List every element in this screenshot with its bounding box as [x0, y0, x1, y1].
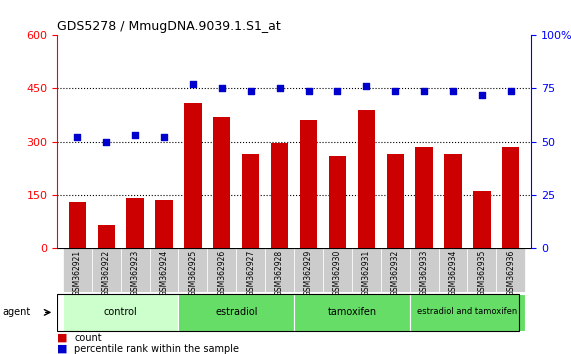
Text: GSM362926: GSM362926 — [218, 250, 226, 296]
Point — [333, 88, 342, 93]
Text: GSM362929: GSM362929 — [304, 250, 313, 296]
Bar — [63, 294, 179, 331]
Text: percentile rank within the sample: percentile rank within the sample — [74, 344, 239, 354]
Bar — [409, 248, 439, 292]
Text: GSM362930: GSM362930 — [333, 250, 342, 296]
Text: GSM362931: GSM362931 — [362, 250, 371, 296]
Bar — [329, 156, 346, 248]
Text: tamoxifen: tamoxifen — [327, 307, 376, 316]
Point — [131, 132, 140, 138]
Point — [159, 135, 168, 140]
Bar — [294, 294, 409, 331]
Bar — [416, 147, 433, 248]
Text: GSM362927: GSM362927 — [246, 250, 255, 296]
Text: GDS5278 / MmugDNA.9039.1.S1_at: GDS5278 / MmugDNA.9039.1.S1_at — [57, 20, 281, 33]
Text: GSM362922: GSM362922 — [102, 250, 111, 296]
Text: control: control — [104, 307, 138, 316]
Bar — [236, 248, 265, 292]
Point — [448, 88, 457, 93]
Text: estradiol and tamoxifen: estradiol and tamoxifen — [417, 307, 517, 316]
Point — [73, 135, 82, 140]
Bar — [323, 248, 352, 292]
Point — [391, 88, 400, 93]
Bar — [242, 154, 259, 248]
Bar — [409, 294, 525, 331]
Bar — [387, 154, 404, 248]
Bar — [155, 200, 172, 248]
Text: estradiol: estradiol — [215, 307, 258, 316]
Text: agent: agent — [3, 307, 31, 318]
Bar — [120, 248, 150, 292]
Text: ■: ■ — [57, 333, 67, 343]
Text: GSM362934: GSM362934 — [448, 250, 457, 296]
Point — [246, 88, 255, 93]
Point — [420, 88, 429, 93]
Text: GSM362932: GSM362932 — [391, 250, 400, 296]
Point — [477, 92, 486, 98]
Bar — [69, 202, 86, 248]
Bar — [444, 154, 462, 248]
Text: count: count — [74, 333, 102, 343]
Text: GSM362928: GSM362928 — [275, 250, 284, 296]
Point — [506, 88, 516, 93]
Point — [188, 81, 198, 87]
Point — [102, 139, 111, 144]
Text: GSM362924: GSM362924 — [159, 250, 168, 296]
Bar — [473, 191, 490, 248]
Text: GSM362921: GSM362921 — [73, 250, 82, 296]
Text: ■: ■ — [57, 344, 67, 354]
Bar — [126, 198, 144, 248]
Text: GSM362936: GSM362936 — [506, 250, 515, 296]
Bar — [98, 225, 115, 248]
Text: GSM362933: GSM362933 — [420, 250, 429, 296]
Bar — [265, 248, 294, 292]
Bar — [468, 248, 496, 292]
Bar — [184, 103, 202, 248]
Text: GSM362935: GSM362935 — [477, 250, 486, 296]
Bar — [502, 147, 520, 248]
Bar — [496, 248, 525, 292]
Bar — [271, 143, 288, 248]
Text: GSM362923: GSM362923 — [131, 250, 140, 296]
Bar — [352, 248, 381, 292]
Bar — [207, 248, 236, 292]
Bar — [213, 117, 231, 248]
Text: GSM362925: GSM362925 — [188, 250, 198, 296]
Point — [304, 88, 313, 93]
Bar — [357, 110, 375, 248]
Point — [362, 84, 371, 89]
Point — [275, 86, 284, 91]
Bar — [381, 248, 409, 292]
Bar — [92, 248, 120, 292]
Bar — [179, 248, 207, 292]
Bar — [439, 248, 468, 292]
Bar — [300, 120, 317, 248]
Bar — [179, 294, 294, 331]
Bar — [63, 248, 92, 292]
Point — [217, 86, 226, 91]
Bar — [294, 248, 323, 292]
Bar — [150, 248, 179, 292]
